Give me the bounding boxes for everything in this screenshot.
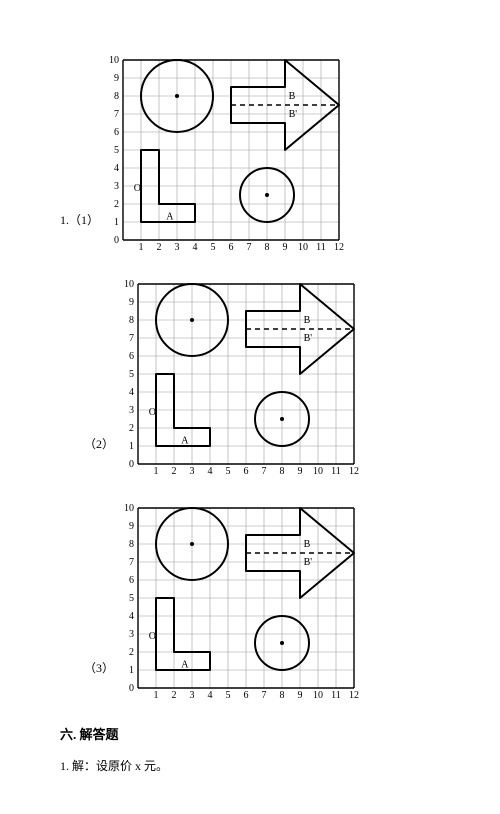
svg-text:6: 6	[129, 575, 134, 586]
figure-label: 1.（1）	[60, 211, 99, 228]
svg-text:9: 9	[298, 466, 303, 474]
svg-text:O: O	[134, 183, 141, 194]
svg-text:10: 10	[124, 503, 134, 514]
svg-text:5: 5	[114, 145, 119, 156]
svg-text:1: 1	[154, 690, 159, 698]
svg-text:1: 1	[129, 665, 134, 676]
svg-text:9: 9	[114, 73, 119, 84]
svg-text:4: 4	[208, 466, 213, 474]
svg-text:9: 9	[283, 242, 288, 250]
svg-text:11: 11	[331, 690, 341, 698]
svg-text:3: 3	[175, 242, 180, 250]
svg-text:7: 7	[247, 242, 252, 250]
svg-text:2: 2	[129, 647, 134, 658]
grid-figure: 012345678910123456789101112OABB'	[120, 488, 372, 698]
svg-text:6: 6	[229, 242, 234, 250]
grid-figure: 012345678910123456789101112OABB'	[105, 40, 357, 250]
svg-text:10: 10	[109, 55, 119, 66]
figure-label: （2）	[84, 435, 114, 452]
svg-text:8: 8	[280, 466, 285, 474]
svg-text:0: 0	[114, 235, 119, 246]
svg-text:3: 3	[190, 466, 195, 474]
svg-text:8: 8	[129, 539, 134, 550]
svg-text:3: 3	[129, 405, 134, 416]
svg-text:5: 5	[226, 690, 231, 698]
svg-text:7: 7	[262, 690, 267, 698]
svg-text:12: 12	[349, 690, 359, 698]
svg-text:11: 11	[331, 466, 341, 474]
svg-text:4: 4	[208, 690, 213, 698]
svg-text:1: 1	[114, 217, 119, 228]
svg-text:9: 9	[129, 521, 134, 532]
svg-text:5: 5	[129, 593, 134, 604]
svg-text:A: A	[181, 436, 189, 447]
svg-text:12: 12	[334, 242, 344, 250]
svg-text:4: 4	[114, 163, 119, 174]
svg-text:2: 2	[157, 242, 162, 250]
svg-text:11: 11	[316, 242, 326, 250]
svg-text:6: 6	[129, 351, 134, 362]
svg-text:B': B'	[304, 557, 313, 568]
svg-text:10: 10	[298, 242, 308, 250]
svg-text:10: 10	[124, 279, 134, 290]
svg-text:2: 2	[172, 466, 177, 474]
svg-text:8: 8	[280, 690, 285, 698]
svg-text:2: 2	[172, 690, 177, 698]
svg-text:B': B'	[289, 109, 298, 120]
svg-text:3: 3	[129, 629, 134, 640]
figure-row: （2）012345678910123456789101112OABB'	[60, 264, 440, 474]
svg-text:5: 5	[226, 466, 231, 474]
svg-text:5: 5	[129, 369, 134, 380]
svg-text:1: 1	[129, 441, 134, 452]
svg-text:A: A	[166, 212, 174, 223]
svg-text:B': B'	[304, 333, 313, 344]
svg-text:B: B	[304, 539, 311, 550]
svg-text:1: 1	[139, 242, 144, 250]
svg-text:6: 6	[114, 127, 119, 138]
svg-text:8: 8	[265, 242, 270, 250]
svg-text:7: 7	[129, 333, 134, 344]
figure-label: （3）	[84, 659, 114, 676]
svg-text:10: 10	[313, 466, 323, 474]
svg-text:2: 2	[129, 423, 134, 434]
grid-figure: 012345678910123456789101112OABB'	[120, 264, 372, 474]
svg-text:6: 6	[244, 690, 249, 698]
answer-text: 1. 解：设原价 x 元。	[60, 757, 440, 774]
svg-text:7: 7	[262, 466, 267, 474]
svg-text:O: O	[149, 407, 156, 418]
section-heading: 六. 解答题	[60, 724, 440, 743]
svg-text:4: 4	[193, 242, 198, 250]
svg-text:B: B	[289, 91, 296, 102]
svg-text:B: B	[304, 315, 311, 326]
svg-text:7: 7	[129, 557, 134, 568]
svg-text:12: 12	[349, 466, 359, 474]
svg-text:6: 6	[244, 466, 249, 474]
svg-text:8: 8	[114, 91, 119, 102]
svg-text:1: 1	[154, 466, 159, 474]
figure-row: 1.（1）012345678910123456789101112OABB'	[60, 40, 440, 250]
svg-text:9: 9	[298, 690, 303, 698]
svg-text:0: 0	[129, 683, 134, 694]
svg-text:9: 9	[129, 297, 134, 308]
svg-text:10: 10	[313, 690, 323, 698]
svg-text:A: A	[181, 660, 189, 671]
svg-text:2: 2	[114, 199, 119, 210]
svg-text:4: 4	[129, 611, 134, 622]
svg-text:3: 3	[114, 181, 119, 192]
svg-text:O: O	[149, 631, 156, 642]
svg-text:7: 7	[114, 109, 119, 120]
svg-text:3: 3	[190, 690, 195, 698]
svg-text:0: 0	[129, 459, 134, 470]
svg-text:4: 4	[129, 387, 134, 398]
figure-row: （3）012345678910123456789101112OABB'	[60, 488, 440, 698]
svg-text:5: 5	[211, 242, 216, 250]
svg-text:8: 8	[129, 315, 134, 326]
